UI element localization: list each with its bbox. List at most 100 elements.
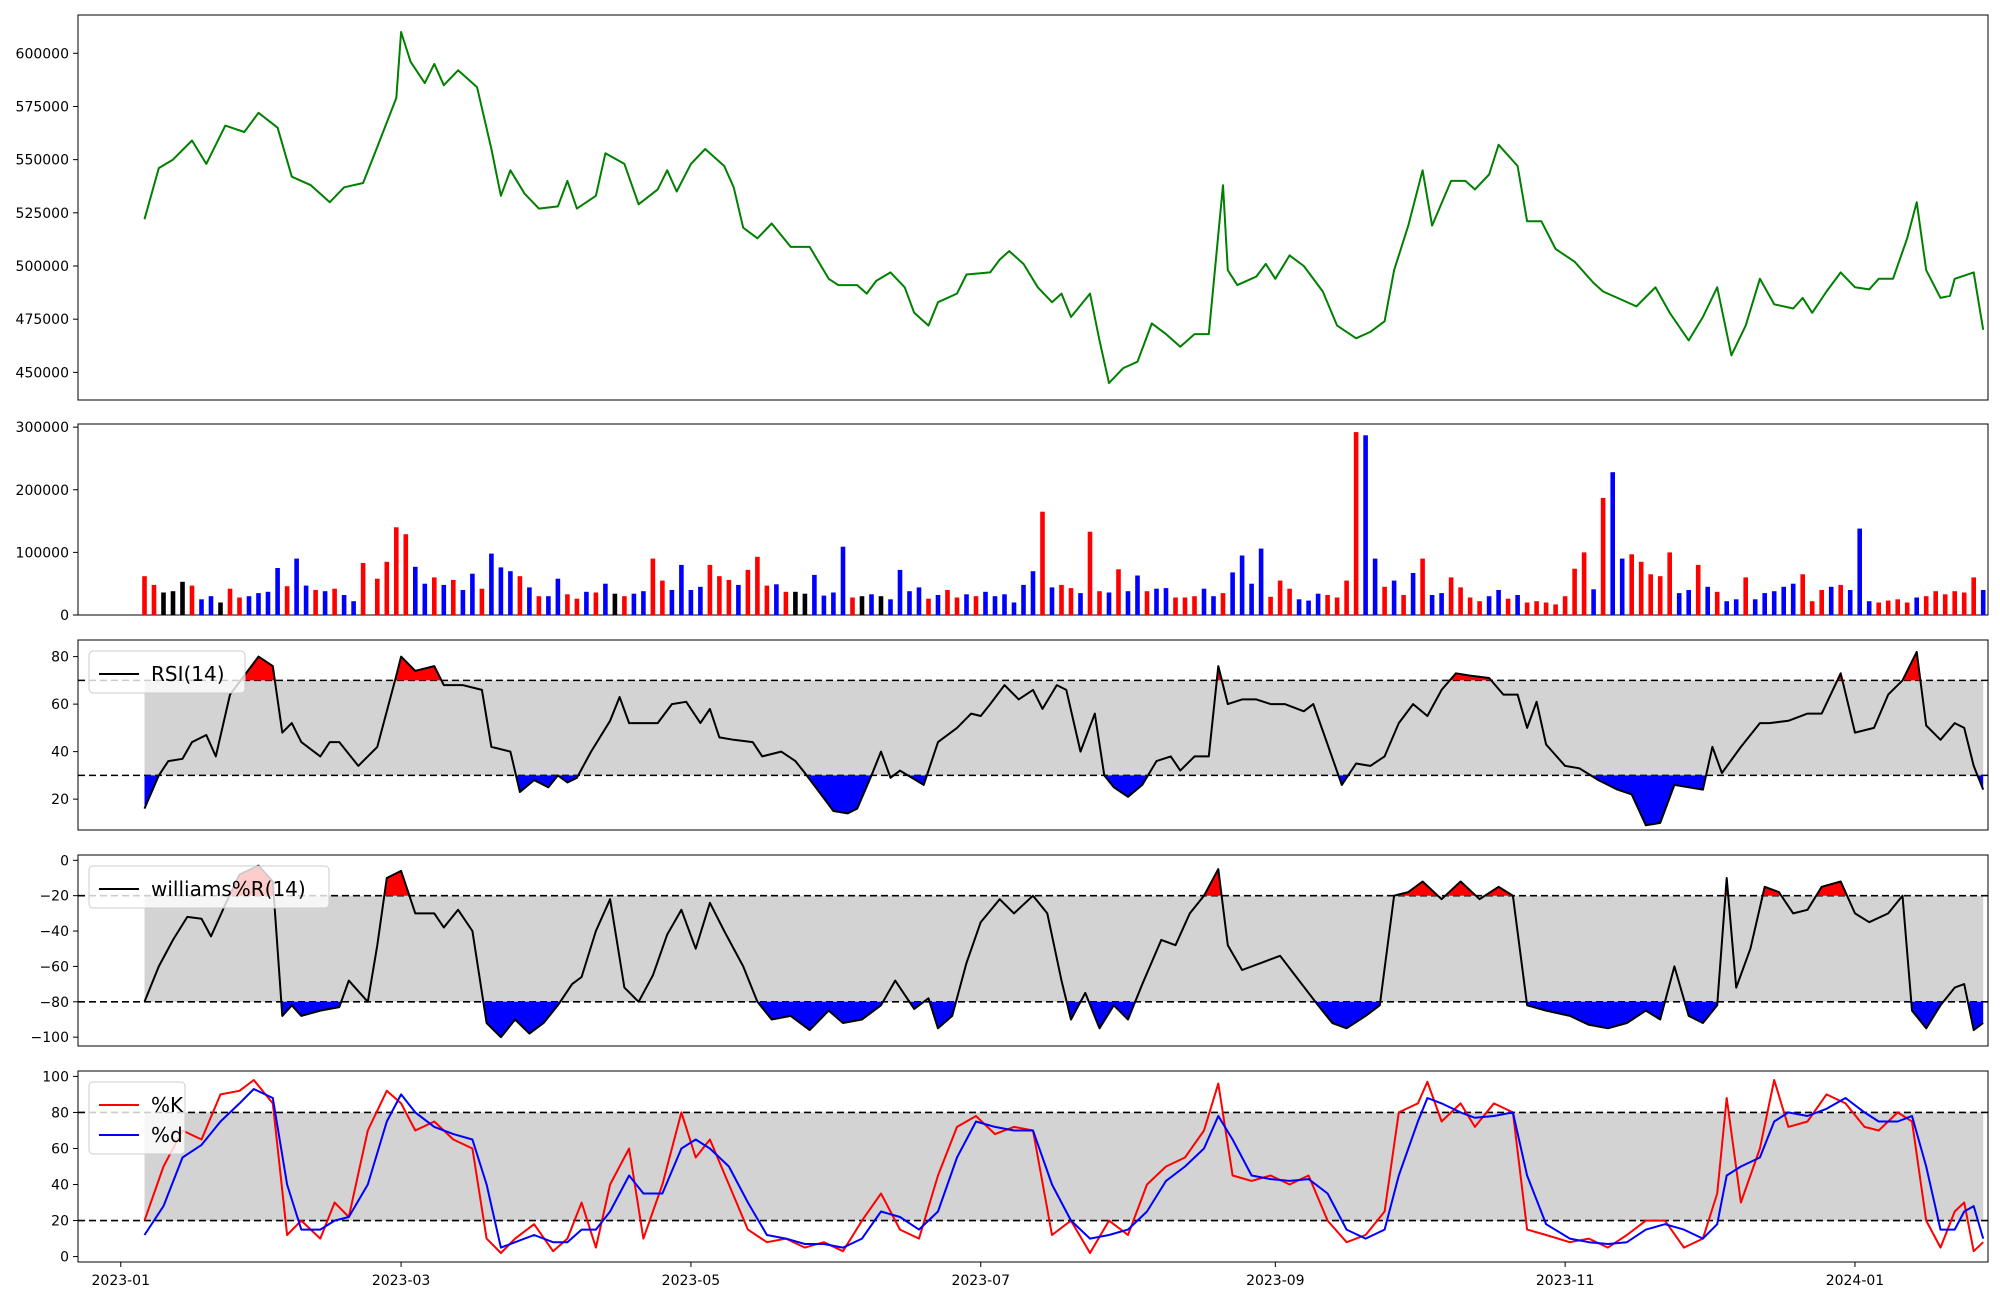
rsi-oversold-fill xyxy=(516,775,558,792)
volume-bar xyxy=(1391,580,1397,615)
williams-y-tick-label: −40 xyxy=(39,924,69,940)
volume-bar xyxy=(237,597,242,615)
volume-bar xyxy=(508,571,513,615)
volume-bar xyxy=(1667,552,1672,615)
williams-oversold-fill xyxy=(1911,1001,1944,1029)
volume-bar xyxy=(1401,595,1406,615)
stochastic-y-axis: 0 20 40 60 80 100 xyxy=(42,1069,78,1266)
williams-oversold-fill xyxy=(1088,1001,1136,1029)
volume-bar xyxy=(1021,584,1026,615)
rsi-y-tick-label: 40 xyxy=(51,745,69,761)
volume-bar xyxy=(717,576,722,615)
volume-bar xyxy=(1306,600,1311,615)
volume-bar xyxy=(1676,593,1682,615)
volume-bar xyxy=(1068,588,1074,615)
williams-oversold-fill xyxy=(483,1001,561,1038)
volume-bar xyxy=(1933,591,1938,615)
volume-bar xyxy=(265,591,271,615)
price-y-tick-label: 600000 xyxy=(16,46,69,62)
volume-bar xyxy=(1429,595,1435,615)
volume-bar xyxy=(1334,597,1340,615)
volume-bar xyxy=(1876,602,1881,615)
volume-bar xyxy=(736,584,741,615)
volume-bar xyxy=(1363,435,1368,615)
volume-bar xyxy=(1904,602,1910,615)
volume-bar xyxy=(332,588,337,615)
x-tick-label: 2024-01 xyxy=(1826,1273,1885,1289)
volume-bar xyxy=(1116,569,1121,615)
rsi-line xyxy=(143,650,1985,827)
williams-y-tick-label: −80 xyxy=(39,995,69,1011)
volume-bar xyxy=(208,596,214,615)
williams-oversold-fill xyxy=(757,1001,883,1031)
volume-bar xyxy=(441,584,447,615)
volume-bar xyxy=(850,597,855,615)
x-tick-label: 2023-01 xyxy=(92,1273,151,1289)
price-axes-frame xyxy=(77,14,1989,401)
volume-bar xyxy=(1135,575,1140,615)
williams-y-axis: −100 −80 −60 −40 −20 0 xyxy=(31,853,78,1046)
volume-bar xyxy=(527,587,532,615)
volume-y-tick-label: 200000 xyxy=(16,483,69,499)
volume-bar xyxy=(1249,583,1254,615)
rsi-neutral-band xyxy=(144,680,1984,776)
stoch-k-line xyxy=(143,1079,1984,1254)
volume-bar xyxy=(1809,601,1815,615)
volume-bar xyxy=(413,566,418,615)
williams-line xyxy=(143,864,1984,1039)
rsi-oversold-fill xyxy=(1104,775,1148,797)
rsi-overbought-fill xyxy=(240,656,275,681)
volume-bar xyxy=(1847,590,1853,615)
volume-bar xyxy=(1600,497,1606,615)
rsi-oversold-fill xyxy=(557,775,579,783)
volume-bar xyxy=(313,590,318,615)
volume-bar xyxy=(1049,587,1055,615)
volume-bar xyxy=(284,586,290,615)
volume-bar xyxy=(1496,590,1501,615)
volume-bar xyxy=(517,576,523,615)
volume-bar xyxy=(394,527,399,615)
volume-bar xyxy=(1505,598,1511,615)
williams-overbought-fill xyxy=(1485,886,1513,896)
williams-oversold-fill xyxy=(1967,1001,1984,1031)
volume-bar xyxy=(1828,586,1834,615)
volume-bar xyxy=(1724,601,1729,615)
volume-bar xyxy=(1268,596,1273,615)
williams-overbought-fill xyxy=(1762,886,1782,896)
x-tick-label: 2023-11 xyxy=(1536,1273,1595,1289)
stochastic-axes-frame xyxy=(77,1070,1989,1263)
volume-bar xyxy=(897,569,903,615)
stochastic-legend-label: %d xyxy=(151,1123,183,1147)
volume-y-tick-label: 100000 xyxy=(16,545,69,561)
williams-y-tick-label: −60 xyxy=(39,959,69,975)
volume-bar xyxy=(1971,577,1976,615)
volume-bar xyxy=(275,568,280,615)
volume-bar xyxy=(555,578,561,615)
x-tick-label: 2023-03 xyxy=(372,1273,431,1289)
volume-bar xyxy=(460,590,466,615)
volume-bar xyxy=(1686,590,1691,615)
volume-bar xyxy=(1486,596,1492,615)
volume-bar xyxy=(669,590,675,615)
volume-bar xyxy=(745,569,751,615)
volume-bar xyxy=(1087,531,1093,615)
rsi-legend: RSI(14) xyxy=(88,650,246,694)
williams-oversold-fill xyxy=(281,1001,342,1016)
volume-bar xyxy=(1154,588,1159,615)
volume-bar xyxy=(821,595,827,615)
volume-bar xyxy=(983,591,988,615)
volume-bar xyxy=(227,588,233,615)
volume-bar xyxy=(1781,586,1786,615)
price-line xyxy=(143,31,1985,384)
volume-bar xyxy=(1695,564,1701,615)
volume-bar xyxy=(1325,595,1330,615)
volume-bar xyxy=(1534,601,1539,615)
volume-bar xyxy=(1562,596,1568,615)
volume-bar xyxy=(641,591,646,615)
volume-bar xyxy=(351,601,356,615)
volume-bar xyxy=(1524,602,1530,615)
volume-bar xyxy=(1733,599,1739,615)
volume-bar xyxy=(574,598,580,615)
